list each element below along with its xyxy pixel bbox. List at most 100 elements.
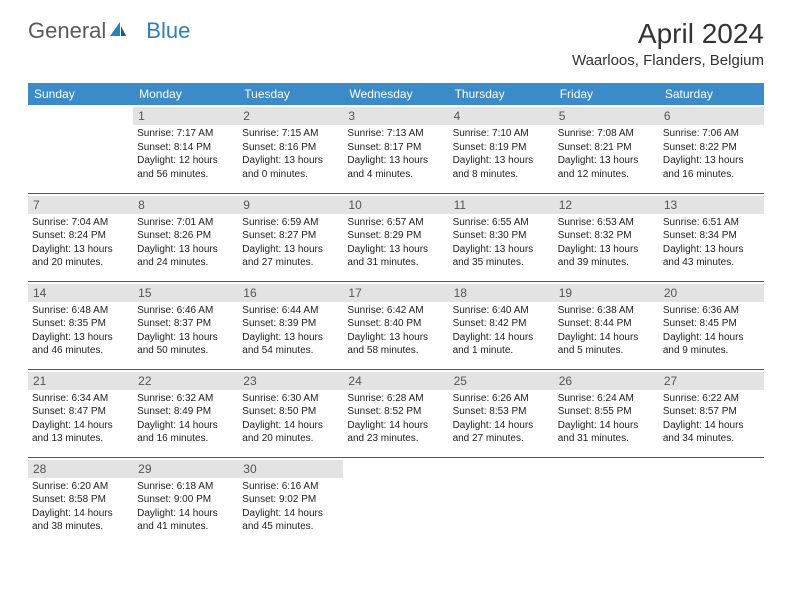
info-line: Sunset: 8:24 PM: [32, 229, 129, 243]
info-line: Daylight: 13 hours: [347, 243, 444, 257]
day-number: 5: [554, 107, 659, 125]
info-line: and 39 minutes.: [558, 256, 655, 270]
day-info: Sunrise: 6:20 AMSunset: 8:58 PMDaylight:…: [32, 480, 129, 534]
info-line: Daylight: 14 hours: [663, 419, 760, 433]
day-info: Sunrise: 7:15 AMSunset: 8:16 PMDaylight:…: [242, 127, 339, 181]
info-line: and 38 minutes.: [32, 520, 129, 534]
info-line: and 20 minutes.: [32, 256, 129, 270]
day-number: 16: [238, 284, 343, 302]
day-info: Sunrise: 6:48 AMSunset: 8:35 PMDaylight:…: [32, 304, 129, 358]
day-number: 9: [238, 196, 343, 214]
calendar-day-cell: 8Sunrise: 7:01 AMSunset: 8:26 PMDaylight…: [133, 193, 238, 281]
calendar-day-cell: 13Sunrise: 6:51 AMSunset: 8:34 PMDayligh…: [659, 193, 764, 281]
calendar-day-cell: 29Sunrise: 6:18 AMSunset: 9:00 PMDayligh…: [133, 457, 238, 545]
day-info: Sunrise: 6:36 AMSunset: 8:45 PMDaylight:…: [663, 304, 760, 358]
day-info: Sunrise: 6:26 AMSunset: 8:53 PMDaylight:…: [453, 392, 550, 446]
day-number: 18: [449, 284, 554, 302]
day-number: 21: [28, 372, 133, 390]
info-line: Sunrise: 6:34 AM: [32, 392, 129, 406]
info-line: and 31 minutes.: [558, 432, 655, 446]
info-line: Daylight: 13 hours: [137, 331, 234, 345]
info-line: Sunset: 8:42 PM: [453, 317, 550, 331]
info-line: Daylight: 13 hours: [242, 331, 339, 345]
day-number: 7: [28, 196, 133, 214]
info-line: Daylight: 13 hours: [32, 331, 129, 345]
logo-sail-icon: [108, 18, 128, 44]
day-info: Sunrise: 7:08 AMSunset: 8:21 PMDaylight:…: [558, 127, 655, 181]
month-title: April 2024: [572, 18, 764, 50]
calendar-day-cell: 21Sunrise: 6:34 AMSunset: 8:47 PMDayligh…: [28, 369, 133, 457]
calendar-week-row: 7 Sunrise: 7:04 AMSunset: 8:24 PM Daylight…: [28, 193, 764, 281]
info-line: Daylight: 14 hours: [137, 419, 234, 433]
calendar-blank-cell: [449, 457, 554, 545]
info-line: Sunrise: 6:28 AM: [347, 392, 444, 406]
day-info: Sunrise: 7:13 AMSunset: 8:17 PMDaylight:…: [347, 127, 444, 181]
info-line: Sunset: 8:35 PM: [32, 317, 129, 331]
calendar-blank-cell: [659, 457, 764, 545]
day-number: 28: [28, 460, 133, 478]
calendar-day-cell: 5 Sunrise: 7:08 AMSunset: 8:21 PMDaylight…: [554, 105, 659, 193]
info-line: Daylight: 13 hours: [137, 243, 234, 257]
info-line: Sunrise: 7:17 AM: [137, 127, 234, 141]
calendar-day-cell: 16Sunrise: 6:44 AMSunset: 8:39 PMDayligh…: [238, 281, 343, 369]
info-line: Sunrise: 7:15 AM: [242, 127, 339, 141]
day-info: Sunrise: 6:16 AMSunset: 9:02 PMDaylight:…: [242, 480, 339, 534]
info-line: Daylight: 14 hours: [453, 331, 550, 345]
weekday-header: Monday: [133, 83, 238, 105]
day-number: 23: [238, 372, 343, 390]
info-line: and 9 minutes.: [663, 344, 760, 358]
info-line: Sunrise: 6:55 AM: [453, 216, 550, 230]
calendar-day-cell: 20Sunrise: 6:36 AMSunset: 8:45 PMDayligh…: [659, 281, 764, 369]
info-line: Sunset: 8:50 PM: [242, 405, 339, 419]
calendar-day-cell: 26Sunrise: 6:24 AMSunset: 8:55 PMDayligh…: [554, 369, 659, 457]
day-info: Sunrise: 6:22 AMSunset: 8:57 PMDaylight:…: [663, 392, 760, 446]
info-line: Sunrise: 7:13 AM: [347, 127, 444, 141]
calendar-day-cell: 7Sunrise: 7:04 AMSunset: 8:24 PMDaylight…: [28, 193, 133, 281]
info-line: Sunrise: 7:04 AM: [32, 216, 129, 230]
day-number: 1: [133, 107, 238, 125]
info-line: Daylight: 13 hours: [347, 154, 444, 168]
day-number: 10: [343, 196, 448, 214]
weekday-header: Sunday: [28, 83, 133, 105]
day-info: Sunrise: 6:18 AMSunset: 9:00 PMDaylight:…: [137, 480, 234, 534]
info-line: Daylight: 14 hours: [137, 507, 234, 521]
title-block: April 2024 Waarloos, Flanders, Belgium: [572, 18, 764, 69]
info-line: Sunset: 8:58 PM: [32, 493, 129, 507]
info-line: Daylight: 13 hours: [242, 154, 339, 168]
day-number: 2: [238, 107, 343, 125]
info-line: Sunrise: 6:36 AM: [663, 304, 760, 318]
info-line: Sunset: 8:55 PM: [558, 405, 655, 419]
weekday-header: Thursday: [449, 83, 554, 105]
calendar-blank-cell: [343, 457, 448, 545]
info-line: Daylight: 14 hours: [32, 419, 129, 433]
day-info: Sunrise: 6:46 AMSunset: 8:37 PMDaylight:…: [137, 304, 234, 358]
day-number: 15: [133, 284, 238, 302]
info-line: Sunrise: 6:16 AM: [242, 480, 339, 494]
info-line: Sunrise: 6:24 AM: [558, 392, 655, 406]
info-line: and 31 minutes.: [347, 256, 444, 270]
day-info: Sunrise: 7:06 AMSunset: 8:22 PMDaylight:…: [663, 127, 760, 181]
info-line: Sunrise: 6:22 AM: [663, 392, 760, 406]
info-line: Sunrise: 6:18 AM: [137, 480, 234, 494]
info-line: Sunset: 8:19 PM: [453, 141, 550, 155]
info-line: and 56 minutes.: [137, 168, 234, 182]
info-line: Sunset: 8:53 PM: [453, 405, 550, 419]
info-line: Sunrise: 6:30 AM: [242, 392, 339, 406]
info-line: and 16 minutes.: [137, 432, 234, 446]
info-line: Sunrise: 6:44 AM: [242, 304, 339, 318]
calendar-day-cell: 12Sunrise: 6:53 AMSunset: 8:32 PMDayligh…: [554, 193, 659, 281]
day-info: Sunrise: 6:32 AMSunset: 8:49 PMDaylight:…: [137, 392, 234, 446]
info-line: and 24 minutes.: [137, 256, 234, 270]
day-info: Sunrise: 6:42 AMSunset: 8:40 PMDaylight:…: [347, 304, 444, 358]
calendar-day-cell: 15 Sunrise: 6:46 AMSunset: 8:37 PMDayligh…: [133, 281, 238, 369]
info-line: and 43 minutes.: [663, 256, 760, 270]
info-line: and 8 minutes.: [453, 168, 550, 182]
day-info: Sunrise: 6:55 AMSunset: 8:30 PMDaylight:…: [453, 216, 550, 270]
weekday-header: Tuesday: [238, 83, 343, 105]
info-line: Daylight: 13 hours: [558, 243, 655, 257]
info-line: Daylight: 13 hours: [453, 154, 550, 168]
weekday-header: Saturday: [659, 83, 764, 105]
calendar-day-cell: 28 Sunrise: 6:20 AMSunset: 8:58 PMDayligh…: [28, 457, 133, 545]
info-line: and 20 minutes.: [242, 432, 339, 446]
info-line: Daylight: 14 hours: [347, 419, 444, 433]
